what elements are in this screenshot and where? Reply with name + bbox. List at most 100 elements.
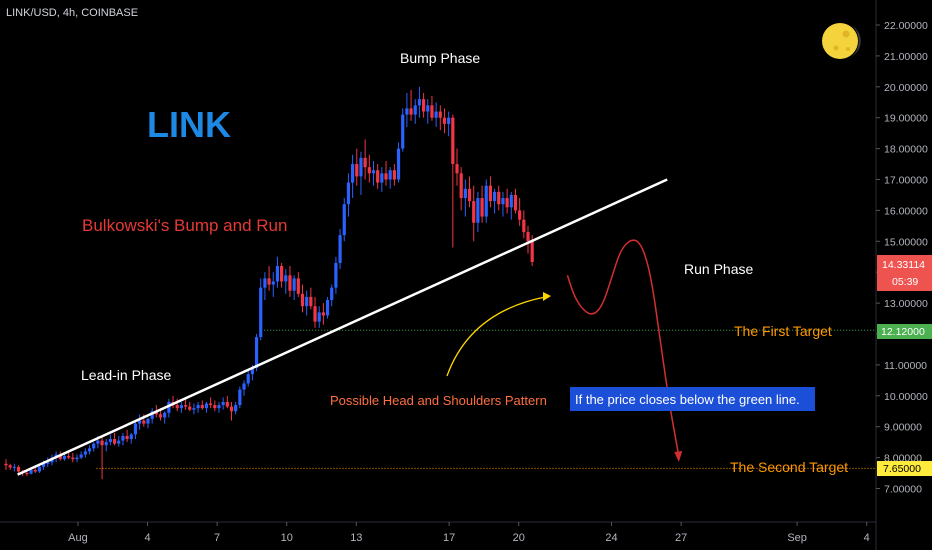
level-lines <box>96 329 876 469</box>
candle-body <box>246 374 250 384</box>
x-tick-label: 17 <box>443 532 455 544</box>
candle-body <box>163 412 167 418</box>
candle-body <box>338 235 342 263</box>
candle-body <box>422 99 426 112</box>
candle-body <box>133 423 138 435</box>
candle-body <box>254 337 259 368</box>
y-tick-label: 20.00000 <box>884 82 928 94</box>
candle-body <box>146 418 150 424</box>
first-target-price-label: 12.12000 <box>881 326 925 338</box>
candle-body <box>221 401 225 406</box>
candle-body <box>16 466 21 472</box>
y-tick-label: 22.00000 <box>884 20 928 32</box>
x-tick-label: 7 <box>214 532 220 544</box>
x-tick-label: 20 <box>513 532 525 544</box>
candle-body <box>234 405 238 412</box>
candle-body <box>263 278 267 288</box>
y-tick-label: 10.00000 <box>884 391 928 403</box>
x-tick-label: 24 <box>605 532 617 544</box>
candle-body <box>96 440 100 444</box>
candle-body <box>476 198 480 223</box>
x-tick-label: 13 <box>350 532 362 544</box>
candle-body <box>501 198 505 205</box>
candle-body <box>401 114 405 149</box>
candle-body <box>292 278 296 291</box>
candle-body <box>417 99 422 106</box>
candle-body <box>438 111 442 118</box>
candle-body <box>388 170 392 180</box>
candle-body <box>492 191 497 202</box>
candle-body <box>79 454 83 458</box>
second-target-label: The Second Target <box>730 459 848 475</box>
candles <box>4 86 534 480</box>
current-price-label: 14.33114 <box>882 259 925 271</box>
candle-body <box>275 266 280 282</box>
candle-body <box>484 185 488 217</box>
candle-body <box>497 191 501 205</box>
candle-body <box>505 198 509 208</box>
y-tick-label: 7.00000 <box>884 484 922 496</box>
candle-body <box>179 405 183 409</box>
candle-body <box>472 201 476 223</box>
candle-body <box>434 111 438 118</box>
candle-body <box>442 117 447 124</box>
candle-body <box>526 232 530 242</box>
candle-body <box>367 167 371 174</box>
note-label: If the price closes below the green line… <box>575 392 800 407</box>
candle-body <box>83 451 87 455</box>
candle-body <box>67 456 71 458</box>
candle-body <box>321 312 325 316</box>
y-tick-label: 9.00000 <box>884 422 922 434</box>
candle-body <box>158 414 163 418</box>
candle-body <box>129 434 133 440</box>
candle-body <box>271 281 275 285</box>
candle-body <box>62 456 67 460</box>
y-tick-label: 11.00000 <box>884 360 927 372</box>
bump-phase-label: Bump Phase <box>400 50 480 66</box>
candle-body <box>125 435 129 440</box>
candle-body <box>455 164 459 174</box>
candle-body <box>280 266 284 282</box>
candle-body <box>518 210 522 220</box>
pattern-arrow <box>446 296 546 377</box>
symbol-label: LINK/USD, 4h, COINBASE <box>6 7 139 19</box>
candle-body <box>188 406 192 410</box>
x-tick-label: 4 <box>144 532 150 544</box>
candle-body <box>413 105 417 115</box>
candle-body <box>384 173 388 180</box>
candle-body <box>213 405 217 409</box>
candle-body <box>242 383 246 390</box>
candle-body <box>359 157 363 177</box>
candle-body <box>37 466 42 472</box>
candle-body <box>509 194 513 208</box>
x-tick-label: 4 <box>864 532 870 544</box>
x-tick-label: Sep <box>787 532 807 544</box>
candle-body <box>267 278 271 285</box>
candle-body <box>488 185 493 202</box>
candle-body <box>342 204 346 236</box>
candle-body <box>284 275 288 282</box>
second-target-price-label: 7.65000 <box>883 463 921 475</box>
candle-body <box>371 170 376 174</box>
run-phase-label: Run Phase <box>684 261 753 277</box>
candle-body <box>396 148 401 180</box>
x-tick-label: 10 <box>281 532 293 544</box>
candle-body <box>204 403 209 409</box>
candle-body <box>8 465 12 468</box>
candle-body <box>325 300 330 316</box>
candle-body <box>150 411 154 419</box>
candle-body <box>200 405 204 409</box>
candle-body <box>459 173 463 199</box>
candle-body <box>112 439 117 444</box>
candle-body <box>288 275 292 291</box>
y-tick-label: 21.00000 <box>884 51 928 63</box>
candle-body <box>451 117 455 165</box>
pattern-label: Possible Head and Shoulders Pattern <box>330 393 547 408</box>
candle-body <box>426 105 430 112</box>
candle-body <box>75 457 79 460</box>
candle-body <box>467 188 472 202</box>
first-target-price-tag: 12.12000 <box>877 324 932 339</box>
candle-body <box>430 105 434 118</box>
candle-body <box>209 403 213 406</box>
